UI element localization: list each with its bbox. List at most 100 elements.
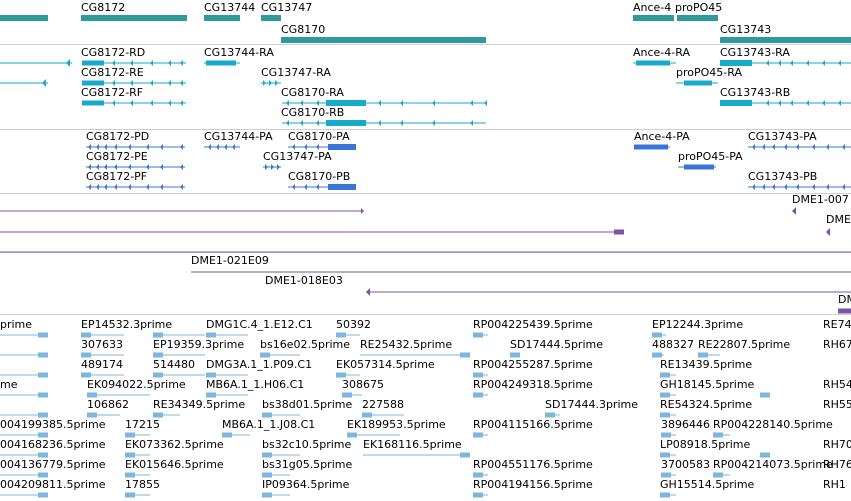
transcript-glyph[interactable]: [720, 100, 752, 106]
est-label[interactable]: 514480: [153, 358, 195, 371]
est-glyph[interactable]: [473, 372, 483, 378]
est-glyph[interactable]: [336, 374, 360, 376]
est-label[interactable]: prime: [0, 318, 33, 331]
transcript-glyph[interactable]: [300, 120, 303, 126]
cds-label[interactable]: CG13747-PA: [263, 150, 332, 163]
cds-glyph[interactable]: [288, 186, 356, 188]
transcript-glyph[interactable]: [470, 100, 473, 106]
gene-label[interactable]: CG8172: [81, 1, 126, 14]
est-glyph[interactable]: [81, 352, 91, 358]
transcript-glyph[interactable]: [150, 80, 153, 86]
est-glyph[interactable]: [760, 452, 770, 458]
clone-label[interactable]: DME1-018E03: [265, 274, 343, 287]
clone-label[interactable]: DME1-021E09: [191, 254, 269, 267]
transcript-glyph[interactable]: [766, 100, 769, 106]
est-glyph[interactable]: [81, 332, 91, 338]
est-glyph[interactable]: [222, 434, 250, 436]
est-glyph[interactable]: [206, 332, 216, 338]
transcript-glyph[interactable]: [82, 80, 104, 86]
est-label[interactable]: 227588: [362, 398, 404, 411]
cds-glyph[interactable]: [812, 184, 815, 190]
est-glyph[interactable]: [0, 334, 48, 336]
est-glyph[interactable]: [698, 354, 720, 356]
clone-label[interactable]: DM: [838, 293, 851, 306]
cds-glyph[interactable]: [114, 184, 117, 190]
transcript-glyph[interactable]: [112, 100, 115, 106]
transcript-glyph[interactable]: [168, 60, 171, 66]
cds-glyph[interactable]: [634, 144, 668, 150]
cds-glyph[interactable]: [748, 146, 851, 148]
est-label[interactable]: SD17444.3prime: [545, 398, 638, 411]
transcript-glyph[interactable]: [378, 100, 381, 106]
est-glyph[interactable]: [38, 452, 48, 458]
transcript-glyph[interactable]: [778, 60, 781, 66]
clone-glyph[interactable]: [826, 228, 830, 236]
gene-glyph[interactable]: [633, 15, 674, 21]
est-label[interactable]: LP08918.5prime: [660, 438, 751, 451]
est-glyph[interactable]: [660, 412, 670, 418]
cds-label[interactable]: CG8172-PE: [86, 150, 148, 163]
gene-glyph[interactable]: [261, 15, 281, 21]
est-label[interactable]: EP19359.3prime: [153, 338, 245, 351]
est-glyph[interactable]: [660, 394, 676, 396]
transcript-glyph[interactable]: [400, 120, 403, 126]
est-label[interactable]: RH1: [823, 478, 846, 491]
cds-glyph[interactable]: [842, 144, 845, 150]
transcript-label[interactable]: CG13743-RB: [720, 86, 791, 99]
cds-glyph[interactable]: [684, 164, 714, 170]
est-glyph[interactable]: [510, 352, 520, 358]
cds-label[interactable]: CG13743-PA: [748, 130, 817, 143]
est-label[interactable]: EK168116.5prime: [363, 438, 462, 451]
cds-glyph[interactable]: [88, 184, 91, 190]
est-glyph[interactable]: [473, 492, 483, 498]
transcript-glyph[interactable]: [778, 100, 781, 106]
est-glyph[interactable]: [347, 432, 357, 438]
transcript-glyph[interactable]: [0, 82, 48, 84]
est-glyph[interactable]: [153, 374, 205, 376]
est-glyph[interactable]: [760, 454, 770, 456]
cds-label[interactable]: Ance-4-PA: [634, 130, 690, 143]
est-glyph[interactable]: [661, 434, 676, 436]
transcript-glyph[interactable]: [150, 100, 153, 106]
est-glyph[interactable]: [473, 334, 488, 336]
est-glyph[interactable]: [0, 434, 48, 436]
cds-glyph[interactable]: [86, 146, 185, 148]
est-label[interactable]: EP14532.3prime: [81, 318, 173, 331]
cds-glyph[interactable]: [826, 184, 829, 190]
transcript-glyph[interactable]: [766, 60, 769, 66]
est-label[interactable]: 17855: [125, 478, 160, 491]
est-glyph[interactable]: [125, 434, 150, 436]
est-glyph[interactable]: [460, 452, 470, 458]
cds-glyph[interactable]: [748, 186, 851, 188]
est-glyph[interactable]: [0, 454, 48, 456]
est-label[interactable]: 3896446: [661, 418, 710, 431]
transcript-glyph[interactable]: [720, 62, 851, 64]
est-glyph[interactable]: [652, 352, 662, 358]
est-glyph[interactable]: [0, 494, 48, 496]
est-label[interactable]: RE22807.5prime: [698, 338, 791, 351]
clone-glyph[interactable]: [0, 231, 624, 233]
transcript-glyph[interactable]: [470, 120, 473, 126]
est-label[interactable]: RH67: [823, 338, 851, 351]
est-label[interactable]: GH15514.5prime: [660, 478, 755, 491]
gene-label[interactable]: CG8170: [281, 23, 326, 36]
est-glyph[interactable]: [206, 394, 248, 396]
cds-glyph[interactable]: [752, 144, 755, 150]
cds-glyph[interactable]: [232, 144, 235, 150]
transcript-label[interactable]: CG8172-RF: [81, 86, 144, 99]
transcript-glyph[interactable]: [676, 82, 718, 84]
est-label[interactable]: RP004194156.5prime: [473, 478, 593, 491]
cds-glyph[interactable]: [180, 144, 183, 150]
transcript-glyph[interactable]: [316, 120, 319, 126]
transcript-glyph[interactable]: [636, 60, 670, 66]
transcript-glyph[interactable]: [790, 100, 793, 106]
transcript-glyph[interactable]: [82, 62, 186, 64]
gene-glyph[interactable]: [677, 15, 718, 21]
est-glyph[interactable]: [713, 432, 723, 438]
est-glyph[interactable]: [336, 334, 360, 336]
transcript-glyph[interactable]: [282, 122, 486, 124]
cds-glyph[interactable]: [762, 184, 765, 190]
est-glyph[interactable]: [125, 472, 135, 478]
cds-glyph[interactable]: [86, 186, 185, 188]
transcript-glyph[interactable]: [180, 60, 183, 66]
